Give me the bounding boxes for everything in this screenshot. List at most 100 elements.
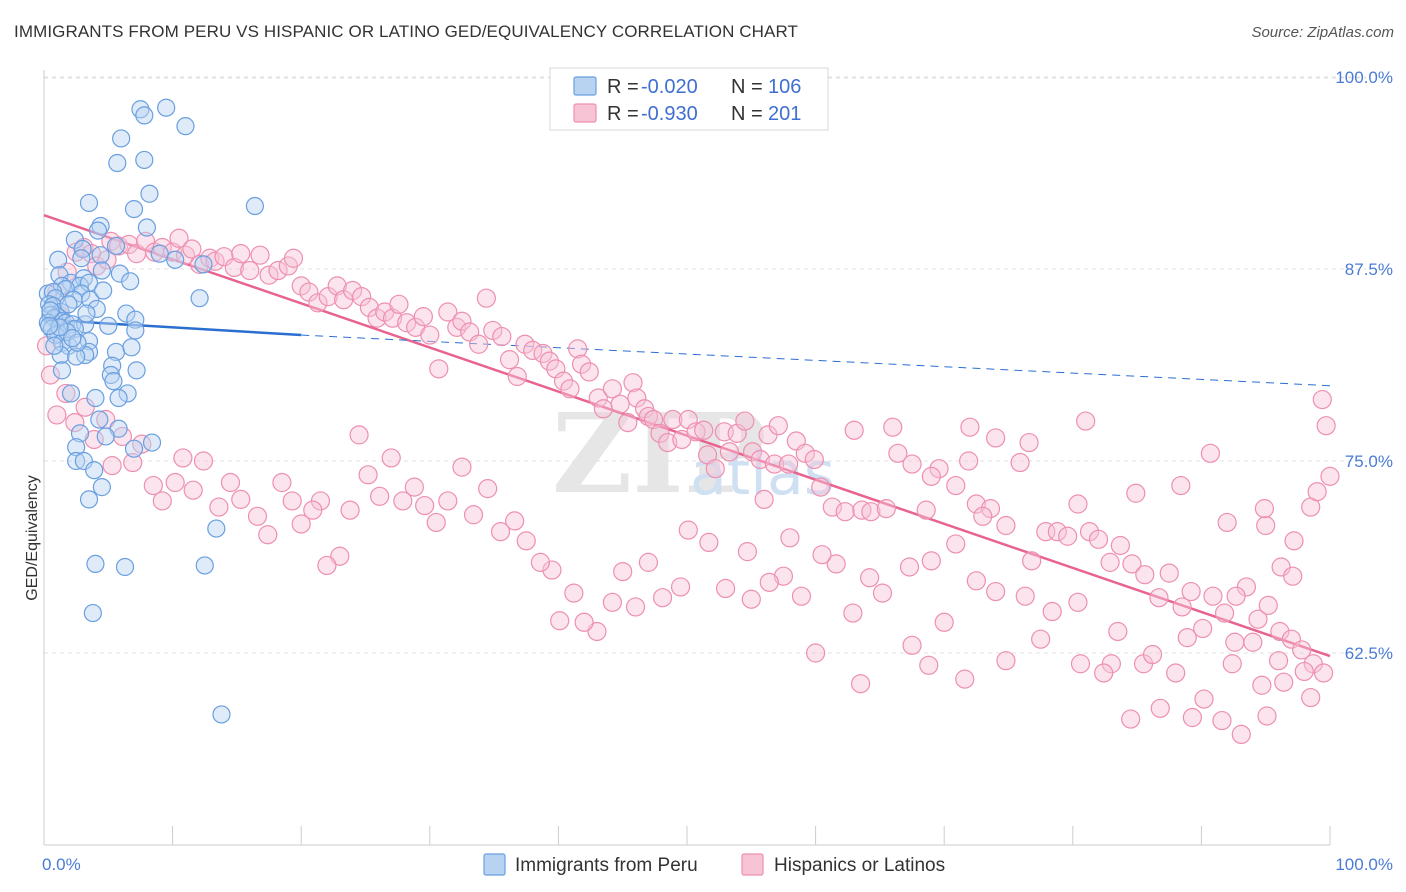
point-peru: [86, 554, 105, 574]
point-peru: [70, 424, 90, 443]
point-hispanics: [516, 531, 536, 551]
point-hispanics: [888, 443, 908, 463]
point-peru: [77, 304, 96, 323]
point-peru: [195, 556, 214, 575]
point-hispanics: [420, 325, 440, 345]
point-peru: [140, 184, 159, 203]
point-hispanics: [438, 491, 458, 511]
point-hispanics: [143, 475, 163, 496]
point-hispanics: [980, 499, 1001, 519]
trend-line-peru-extended: [301, 334, 1331, 387]
point-hispanics: [250, 245, 270, 265]
point-hispanics: [670, 577, 691, 597]
point-hispanics: [625, 597, 646, 617]
point-hispanics: [719, 442, 740, 462]
point-hispanics: [507, 366, 527, 387]
point-hispanics: [308, 293, 328, 313]
point-peru: [45, 336, 64, 355]
point-hispanics: [780, 528, 800, 548]
point-hispanics: [1088, 529, 1109, 549]
point-peru: [59, 295, 78, 314]
point-hispanics: [1193, 618, 1213, 639]
point-hispanics: [1022, 551, 1042, 571]
point-hispanics: [826, 554, 846, 574]
point-peru: [135, 106, 154, 125]
point-hispanics: [946, 475, 966, 496]
point-hispanics: [627, 388, 647, 408]
point-hispanics: [715, 578, 736, 599]
point-peru: [67, 451, 86, 471]
point-hispanics: [658, 432, 678, 453]
point-peru: [67, 347, 86, 366]
chart-source: Source: ZipAtlas.com: [1251, 24, 1394, 41]
point-peru: [65, 230, 84, 249]
point-hispanics: [247, 506, 268, 526]
point-peru: [90, 410, 109, 429]
point-hispanics: [193, 451, 214, 471]
legend-n-value-2: 201: [768, 103, 801, 125]
point-hispanics: [1312, 389, 1332, 410]
point-hispanics: [1294, 661, 1314, 682]
point-peru: [190, 289, 209, 308]
point-hispanics: [231, 489, 251, 509]
point-hispanics: [1181, 581, 1201, 602]
point-peru: [94, 281, 113, 300]
point-hispanics: [463, 505, 484, 525]
point-hispanics: [173, 448, 193, 468]
y-tick-label: 62.5%: [1345, 644, 1393, 663]
y-tick-label: 75.0%: [1345, 452, 1393, 471]
point-hispanics: [381, 448, 401, 468]
point-hispanics: [812, 545, 832, 565]
point-peru: [61, 384, 81, 403]
point-peru: [67, 438, 86, 457]
point-hispanics: [56, 383, 76, 404]
point-hispanics: [370, 486, 390, 506]
point-hispanics: [960, 417, 980, 437]
point-hispanics: [169, 228, 189, 248]
series-peru-points: [38, 98, 265, 724]
point-peru: [49, 250, 68, 269]
point-hispanics: [1019, 432, 1039, 453]
legend-n-label-2: N =: [731, 103, 763, 125]
point-hispanics: [750, 449, 770, 470]
point-hispanics: [1313, 663, 1334, 683]
point-peru: [63, 329, 82, 348]
point-hispanics: [1256, 515, 1276, 536]
point-hispanics: [1135, 565, 1155, 585]
point-peru: [106, 236, 126, 256]
point-hispanics: [1200, 443, 1221, 463]
point-hispanics: [568, 339, 588, 359]
point-hispanics: [515, 334, 535, 354]
point-hispanics: [1159, 563, 1179, 583]
point-hispanics: [429, 359, 449, 379]
point-hispanics: [843, 603, 863, 623]
point-hispanics: [805, 643, 826, 663]
point-hispanics: [397, 313, 417, 333]
y-axis-label: GED/Equivalency: [24, 475, 41, 600]
point-hispanics: [1270, 621, 1290, 642]
point-hispanics: [811, 477, 831, 497]
point-hispanics: [358, 465, 378, 485]
point-hispanics: [220, 472, 241, 493]
legend-r-value-1: -0.020: [641, 76, 698, 98]
point-hispanics: [349, 425, 369, 445]
series-hispanics-points: [36, 228, 1340, 745]
point-hispanics: [530, 552, 550, 572]
point-hispanics: [1058, 526, 1078, 546]
point-hispanics: [1258, 595, 1278, 615]
point-hispanics: [686, 422, 706, 442]
point-hispanics: [1217, 512, 1237, 533]
point-hispanics: [438, 302, 458, 322]
point-hispanics: [539, 351, 559, 371]
point-hispanics: [447, 317, 467, 337]
point-hispanics: [1182, 707, 1202, 728]
point-peru: [127, 361, 146, 380]
point-hispanics: [1316, 416, 1336, 436]
point-hispanics: [768, 416, 788, 436]
point-hispanics: [1142, 644, 1163, 665]
point-hispanics: [282, 491, 302, 511]
point-hispanics: [476, 288, 496, 308]
point-hispanics: [553, 371, 574, 391]
point-hispanics: [966, 494, 986, 514]
point-hispanics: [835, 502, 855, 522]
